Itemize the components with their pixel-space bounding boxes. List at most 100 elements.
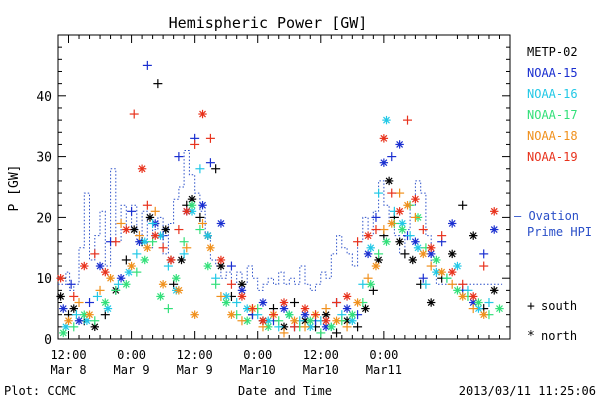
point-south <box>153 79 163 89</box>
point-north <box>353 298 362 307</box>
x-tick-date-label: Mar 9 <box>177 363 213 377</box>
point-south <box>387 152 397 162</box>
point-south <box>300 322 310 332</box>
point-north <box>306 316 315 325</box>
point-south <box>69 291 79 301</box>
point-south <box>198 218 208 228</box>
point-south <box>363 273 373 283</box>
footer-plot-credit: Plot: CCMC <box>4 384 76 398</box>
marker-legend-symbol: * <box>527 329 535 344</box>
point-south <box>90 249 100 259</box>
point-south <box>129 109 139 119</box>
point-north <box>59 328 68 338</box>
point-south <box>437 231 447 241</box>
point-south <box>226 279 236 289</box>
point-south <box>179 237 189 247</box>
marker-legend-label: north <box>541 329 577 343</box>
legend-noaa-19: NOAA-19 <box>527 150 578 164</box>
y-tick-label: 40 <box>36 90 52 105</box>
point-north <box>348 316 357 325</box>
point-south <box>132 249 142 259</box>
point-north <box>101 298 110 307</box>
point-south <box>332 298 342 308</box>
satellite-legend: METP-02 NOAA-15 NOAA-16 NOAA-17 NOAA-18 NOAA-… <box>527 45 578 164</box>
point-north <box>490 286 499 295</box>
point-north <box>143 243 152 252</box>
point-north <box>187 201 197 210</box>
point-north <box>479 310 488 319</box>
point-north <box>95 261 105 271</box>
point-south <box>274 316 284 326</box>
x-tick-date-label: Mar11 <box>366 363 402 377</box>
point-south <box>205 133 215 143</box>
point-south <box>92 291 102 301</box>
point-north <box>216 255 226 265</box>
plot-frame <box>57 34 511 340</box>
point-south <box>66 279 76 289</box>
point-north <box>151 231 160 240</box>
point-north <box>69 304 78 313</box>
point-north <box>237 292 247 301</box>
point-north <box>469 292 478 301</box>
y-tick-label: 20 <box>36 211 52 226</box>
legend-noaa-16: NOAA-16 <box>527 87 578 101</box>
point-north <box>395 237 404 246</box>
point-south <box>468 304 478 314</box>
point-north <box>419 249 428 259</box>
point-north <box>130 225 139 234</box>
ovation-legend: — Ovation Prime HPI <box>514 209 592 239</box>
point-south <box>395 188 405 198</box>
point-south <box>142 200 152 210</box>
point-south <box>116 218 126 228</box>
point-south <box>163 304 173 314</box>
point-south <box>447 279 457 289</box>
point-north <box>198 201 207 210</box>
point-south <box>311 310 321 320</box>
point-south <box>342 322 352 332</box>
point-south <box>387 188 397 198</box>
point-north <box>495 304 504 313</box>
point-south <box>421 279 431 289</box>
point-south <box>410 212 420 222</box>
x-tick-time-label: 12:00 <box>177 348 213 362</box>
point-south <box>484 298 494 308</box>
point-north <box>300 304 310 313</box>
x-axis-label: Date and Time <box>238 384 332 398</box>
point-north <box>221 298 231 307</box>
point-south <box>358 279 368 289</box>
point-north <box>80 261 89 271</box>
point-north <box>366 243 375 252</box>
point-south <box>290 298 300 308</box>
point-north <box>203 231 212 240</box>
series-noaa-16 <box>61 115 494 332</box>
y-tick-label: 30 <box>36 151 52 166</box>
point-south <box>134 231 144 241</box>
point-south <box>458 200 468 210</box>
point-south <box>71 310 81 320</box>
point-south <box>182 243 192 253</box>
point-south <box>211 279 221 289</box>
point-south <box>374 188 384 198</box>
point-south <box>458 279 468 289</box>
point-south <box>332 328 342 338</box>
point-north <box>426 298 436 307</box>
point-south <box>353 237 363 247</box>
point-north <box>85 310 94 319</box>
point-north <box>140 255 149 265</box>
point-north <box>206 243 215 252</box>
ovation-prime-hpi-series <box>58 150 503 291</box>
point-north <box>127 261 136 271</box>
point-north <box>182 207 191 216</box>
x-tick-time-label: 0:00 <box>243 348 272 362</box>
point-north <box>332 316 341 325</box>
point-north <box>166 255 176 265</box>
point-north <box>258 316 268 325</box>
point-south <box>316 328 326 338</box>
point-north <box>366 280 375 289</box>
point-north <box>300 310 310 319</box>
point-north <box>279 298 289 307</box>
y-tick-label: 10 <box>36 272 52 287</box>
point-north <box>432 255 441 265</box>
